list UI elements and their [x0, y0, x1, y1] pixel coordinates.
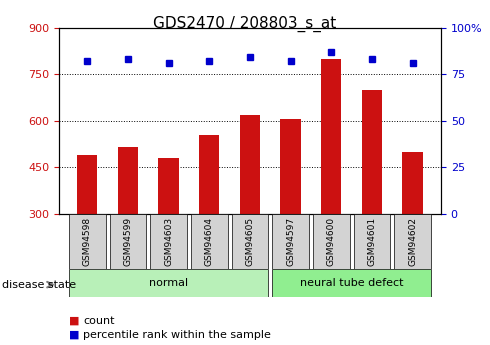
FancyBboxPatch shape — [232, 214, 268, 269]
Bar — [77, 155, 98, 214]
Bar — [199, 135, 220, 214]
Text: GDS2470 / 208803_s_at: GDS2470 / 208803_s_at — [153, 16, 337, 32]
Bar — [240, 115, 260, 214]
Text: GSM94598: GSM94598 — [83, 217, 92, 266]
Text: GSM94603: GSM94603 — [164, 217, 173, 266]
Text: GSM94600: GSM94600 — [327, 217, 336, 266]
Bar — [321, 59, 342, 214]
Text: GSM94604: GSM94604 — [205, 217, 214, 266]
Text: GSM94602: GSM94602 — [408, 217, 417, 266]
Bar — [402, 152, 423, 214]
Text: percentile rank within the sample: percentile rank within the sample — [83, 330, 271, 339]
Text: GSM94597: GSM94597 — [286, 217, 295, 266]
Text: ■: ■ — [69, 330, 79, 339]
Text: neural tube defect: neural tube defect — [300, 278, 403, 288]
FancyBboxPatch shape — [354, 214, 390, 269]
Text: ■: ■ — [69, 316, 79, 326]
Bar — [118, 147, 138, 214]
FancyBboxPatch shape — [191, 214, 227, 269]
Text: GSM94605: GSM94605 — [245, 217, 254, 266]
FancyBboxPatch shape — [313, 214, 349, 269]
Text: GSM94599: GSM94599 — [123, 217, 132, 266]
FancyBboxPatch shape — [272, 269, 431, 297]
Bar — [362, 90, 382, 214]
FancyBboxPatch shape — [150, 214, 187, 269]
Text: disease state: disease state — [2, 280, 76, 289]
FancyBboxPatch shape — [272, 214, 309, 269]
Bar — [158, 158, 179, 214]
FancyBboxPatch shape — [69, 269, 268, 297]
Text: GSM94601: GSM94601 — [368, 217, 376, 266]
FancyBboxPatch shape — [394, 214, 431, 269]
Text: normal: normal — [149, 278, 188, 288]
FancyBboxPatch shape — [69, 214, 105, 269]
FancyBboxPatch shape — [110, 214, 146, 269]
Text: count: count — [83, 316, 115, 326]
Bar — [280, 119, 301, 214]
